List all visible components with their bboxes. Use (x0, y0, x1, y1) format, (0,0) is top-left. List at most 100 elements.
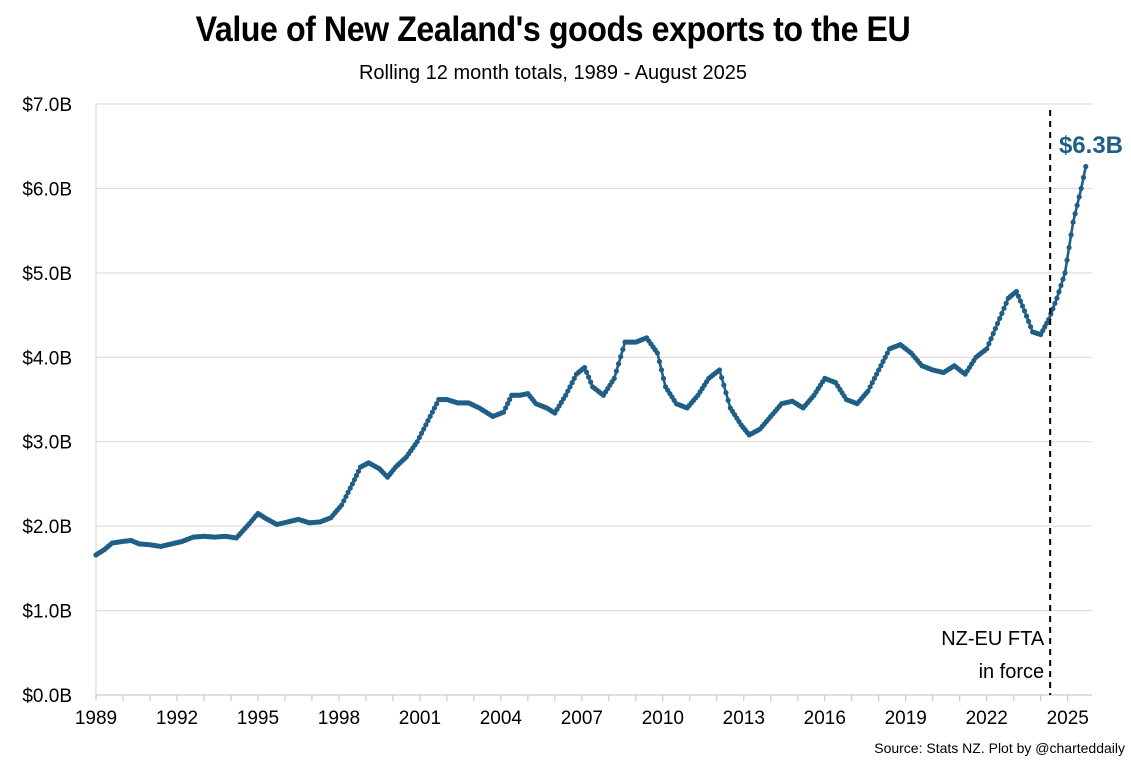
data-point (353, 472, 360, 479)
data-point (434, 401, 440, 407)
data-point (1052, 300, 1058, 307)
data-point (988, 336, 994, 342)
data-point (581, 364, 588, 371)
data-point (1025, 318, 1032, 324)
series-layer (93, 163, 1089, 558)
data-point (355, 468, 362, 474)
series-line (95, 166, 1088, 556)
data-point (611, 375, 617, 381)
data-point (565, 388, 571, 394)
data-point (569, 380, 575, 386)
data-point (618, 354, 624, 360)
fta-annotation-label: NZ-EU FTA (941, 628, 1045, 650)
data-point (1015, 293, 1022, 299)
chart-subtitle: Rolling 12 month totals, 1989 - August 2… (358, 62, 748, 84)
data-point (1013, 288, 1020, 295)
data-point (571, 375, 577, 381)
data-point (656, 358, 663, 365)
data-point (1058, 282, 1064, 289)
data-point (994, 320, 1001, 327)
data-point (1023, 313, 1030, 319)
x-tick-label: 2025 (1047, 708, 1089, 729)
data-point (1078, 185, 1084, 192)
y-tick-label: $0.0B (22, 686, 72, 707)
y-tick-label: $3.0B (22, 433, 72, 454)
data-point (500, 409, 507, 415)
data-point (986, 341, 992, 347)
data-point (716, 367, 723, 373)
data-point (865, 388, 871, 394)
data-point (871, 375, 878, 381)
y-tick-label: $1.0B (22, 602, 72, 623)
data-point (1017, 298, 1024, 304)
data-point (1062, 270, 1068, 276)
data-point (992, 325, 998, 332)
x-tick-label: 2007 (561, 708, 603, 729)
data-point (349, 481, 356, 487)
data-point (583, 369, 590, 375)
x-tick-label: 1995 (237, 708, 279, 729)
data-point (984, 346, 990, 352)
data-point (721, 382, 727, 388)
data-point (1019, 303, 1026, 309)
y-tick-label: $4.0B (22, 348, 72, 369)
data-point (884, 350, 891, 356)
x-tick-label: 2022 (966, 708, 1008, 729)
data-point (416, 434, 422, 441)
data-point (997, 315, 1003, 322)
x-tick-label: 1992 (156, 708, 198, 729)
y-tick-label: $6.0B (22, 179, 72, 200)
data-point (1080, 174, 1087, 181)
data-point (869, 380, 875, 386)
data-point (345, 489, 351, 495)
chart-title: Value of New Zealand's goods exports to … (195, 10, 911, 49)
data-point (427, 413, 433, 419)
data-point (339, 502, 345, 508)
gridlines (96, 103, 1092, 612)
data-point (1038, 331, 1044, 338)
data-point (1076, 194, 1082, 200)
data-point (567, 384, 573, 390)
fta-annotation-label: in force (979, 661, 1045, 683)
data-point (503, 405, 509, 411)
data-point (351, 477, 358, 483)
data-point (1050, 306, 1056, 312)
data-point (1070, 219, 1076, 225)
data-point (429, 409, 435, 415)
data-point (423, 422, 429, 428)
data-point (421, 426, 427, 432)
data-point (1072, 211, 1078, 217)
x-tick-label: 2010 (642, 708, 684, 729)
data-point (1056, 289, 1062, 295)
x-axis-ticks: 1989 1992 1995 1998 2001 2004 2007 2010 2013 2016… (75, 695, 1089, 729)
data-point (1064, 257, 1070, 263)
source-credit: Source: Stats NZ. Plot by @charteddaily (874, 740, 1125, 756)
data-point (507, 396, 513, 403)
data-point (725, 397, 731, 403)
data-point (1027, 324, 1034, 330)
data-point (999, 310, 1005, 316)
data-point (588, 379, 594, 385)
data-point (1001, 305, 1007, 311)
data-point (874, 371, 880, 377)
annotations: NZ-EU FTA in force $6.3B (941, 110, 1123, 695)
data-point (620, 346, 626, 352)
data-point (586, 374, 592, 380)
data-point (878, 363, 884, 369)
data-point (990, 331, 996, 337)
x-tick-label: 1998 (318, 708, 360, 729)
x-tick-label: 2001 (399, 708, 441, 729)
data-point (719, 374, 725, 381)
data-point (880, 358, 886, 365)
x-tick-label: 2016 (804, 708, 846, 729)
y-axis-ticks: $0.0B $1.0B $2.0B $3.0B $4.0B $5.0B $6.0B $7.0B (22, 95, 72, 707)
end-value-label: $6.3B (1059, 132, 1123, 159)
x-tick-label: 2004 (480, 708, 523, 729)
data-point (1074, 202, 1080, 208)
data-point (613, 368, 620, 374)
data-point (660, 375, 667, 381)
data-point (723, 390, 729, 396)
x-tick-label: 2019 (885, 708, 927, 729)
data-point (425, 418, 431, 424)
